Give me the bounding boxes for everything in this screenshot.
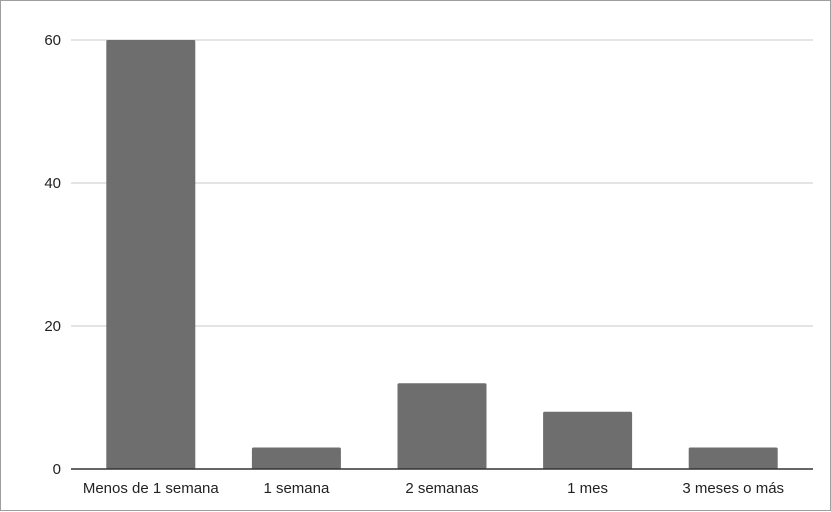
x-tick-label: 1 semana — [263, 480, 330, 497]
bar-4 — [689, 448, 778, 469]
y-tick-label: 20 — [44, 318, 61, 335]
y-tick-label: 0 — [53, 461, 61, 478]
bar-2 — [398, 383, 487, 469]
x-tick-label: 3 meses o más — [682, 480, 784, 497]
x-tick-label: Menos de 1 semana — [83, 480, 220, 497]
bars — [106, 40, 777, 469]
x-tick-label: 1 mes — [567, 480, 608, 497]
x-tick-label: 2 semanas — [405, 480, 478, 497]
x-tick-labels: Menos de 1 semana 1 semana 2 semanas 1 mes 3… — [83, 480, 784, 497]
bar-3 — [543, 412, 632, 469]
bar-1 — [252, 448, 341, 469]
bar-0 — [106, 40, 195, 469]
y-tick-label: 60 — [44, 32, 61, 49]
y-tick-label: 40 — [44, 175, 61, 192]
y-tick-labels: 0 20 40 60 — [44, 32, 61, 478]
